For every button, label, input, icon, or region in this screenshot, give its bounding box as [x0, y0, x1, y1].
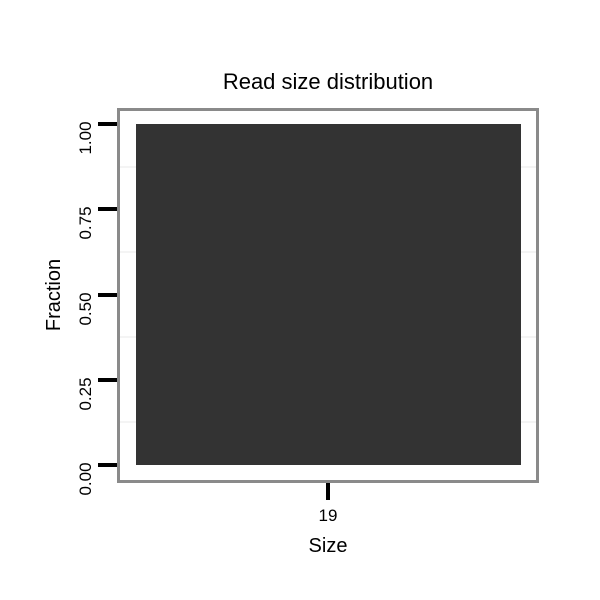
bar-size-19 [136, 124, 521, 465]
y-tick-mark-025 [98, 378, 117, 382]
x-tick-label-19: 19 [318, 506, 338, 525]
y-axis-title: Fraction [43, 258, 65, 332]
y-tick-label-100: 1.00 [76, 121, 95, 155]
y-tick-label-025: 0.25 [76, 377, 95, 411]
y-tick-label-050: 0.50 [76, 292, 95, 326]
y-tick-mark-000 [98, 463, 117, 467]
y-tick-mark-050 [98, 293, 117, 297]
x-tick-mark-19 [326, 483, 330, 500]
plot-title: Read size distribution [222, 69, 434, 94]
plot-panel [117, 108, 539, 483]
y-tick-mark-100 [98, 122, 117, 126]
y-tick-mark-075 [98, 207, 117, 211]
y-tick-label-075: 0.75 [76, 206, 95, 240]
y-tick-label-000: 0.00 [76, 462, 95, 496]
x-axis-title: Size [308, 535, 348, 557]
